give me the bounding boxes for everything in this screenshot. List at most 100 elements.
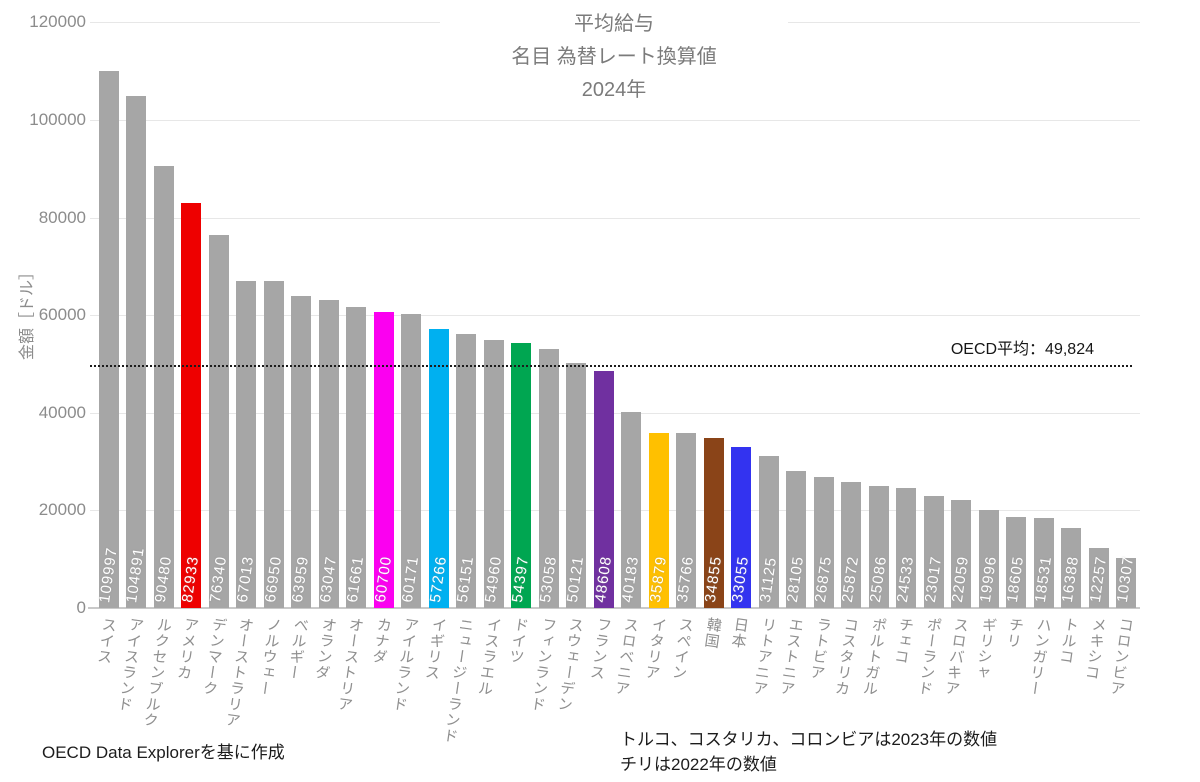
y-tick-label: 20000 xyxy=(38,500,86,520)
x-category-label: ベルギー xyxy=(284,615,311,682)
x-category-label: ポルトガル xyxy=(859,615,888,698)
bar-value-label: 54960 xyxy=(481,555,505,604)
bar-value-label: 50121 xyxy=(564,555,588,604)
bar: 54960 xyxy=(481,339,505,608)
bar: 34855 xyxy=(701,437,725,608)
bar-value-label: 61661 xyxy=(344,555,368,604)
x-category-label: スロバキア xyxy=(942,615,971,698)
x-category-label-slot: スロベニア xyxy=(612,616,641,698)
data-note-line-1: トルコ、コスタリカ、コロンビアは2023年の数値 xyxy=(620,730,998,749)
bar-value-label: 22059 xyxy=(949,555,973,604)
chart-title: 平均給与 名目 為替レート換算値 2024年 xyxy=(440,8,788,107)
x-category-label-slot: アメリカ xyxy=(174,616,201,682)
x-category-label-slot: オーストリア xyxy=(335,616,366,713)
x-category-label-slot: フランス xyxy=(587,616,614,682)
bar: 24533 xyxy=(894,488,918,608)
y-tick-label: 80000 xyxy=(38,207,86,227)
bar-value-label: 26875 xyxy=(811,555,835,604)
bar: 19996 xyxy=(977,510,1000,608)
bar: 53058 xyxy=(536,349,560,608)
x-category-label-slot: ドイツ xyxy=(507,616,531,666)
bar-value-label: 76340 xyxy=(206,555,230,604)
bar: 40183 xyxy=(619,411,642,608)
bar: 22059 xyxy=(949,500,973,608)
bar: 50121 xyxy=(564,363,588,608)
gridline xyxy=(90,412,1140,414)
x-category-label-slot: ポルトガル xyxy=(860,616,889,698)
bar: 109997 xyxy=(96,71,121,608)
x-category-label: イギリス xyxy=(421,615,448,682)
x-axis-line xyxy=(88,607,1140,609)
x-category-label: デンマーク xyxy=(199,615,228,698)
x-category-label-slot: イギリス xyxy=(422,616,449,682)
bar: 60171 xyxy=(399,314,423,608)
bar: 25872 xyxy=(839,481,863,608)
bar: 12257 xyxy=(1086,548,1110,608)
bar-value-label: 10307 xyxy=(1114,555,1138,604)
bar: 57266 xyxy=(427,328,450,608)
x-category-label: ギリシャ xyxy=(971,615,998,682)
bar-value-label: 60171 xyxy=(399,555,423,604)
chart-title-line-3: 2024年 xyxy=(581,79,647,101)
x-category-label-slot: イタリア xyxy=(642,616,669,682)
x-category-label-slot: オーストラリア xyxy=(223,616,256,729)
y-tick-label: 0 xyxy=(76,598,86,617)
bar: 104891 xyxy=(123,96,148,608)
x-category-label: イスラエル xyxy=(474,615,503,698)
source-note: OECD Data Explorerを基に作成 xyxy=(42,743,285,762)
x-category-label: オランダ xyxy=(311,615,338,682)
gridline xyxy=(90,217,1140,219)
bar-value-label: 12257 xyxy=(1086,555,1110,604)
bar-value-label: 56151 xyxy=(454,555,478,604)
bar: 48608 xyxy=(592,370,615,608)
x-category-label: スロベニア xyxy=(612,615,641,698)
x-category-label-slot: スイス xyxy=(94,616,119,666)
y-tick-label: 60000 xyxy=(38,305,86,325)
bar-value-label: 54397 xyxy=(509,555,533,604)
x-category-label: チリ xyxy=(1003,615,1026,650)
bar-value-label: 25872 xyxy=(839,555,863,604)
x-category-label-slot: ノルウェー xyxy=(255,616,284,698)
x-category-label-slot: 日本 xyxy=(729,616,751,650)
bar-value-label: 82933 xyxy=(179,555,203,604)
x-category-label-slot: オランダ xyxy=(312,616,339,682)
bar-value-label: 63047 xyxy=(316,555,340,604)
bar: 60700 xyxy=(372,311,395,608)
x-category-label: スペイン xyxy=(669,615,696,682)
bar: 67013 xyxy=(234,280,258,608)
bar: 66950 xyxy=(262,281,285,608)
y-tick-label: 120000 xyxy=(29,12,86,32)
bar: 54397 xyxy=(509,342,533,608)
bar: 63047 xyxy=(316,300,340,608)
data-note-line-2: チリは2022年の数値 xyxy=(620,755,777,774)
bar-value-label: 23017 xyxy=(921,555,945,604)
x-category-label: ポーランド xyxy=(914,615,943,698)
x-category-label: イタリア xyxy=(641,615,668,682)
oecd-average-line xyxy=(90,364,1134,367)
x-category-label-slot: コロンビア xyxy=(1107,616,1136,698)
x-category-label-slot: ベルギー xyxy=(284,616,311,682)
bar: 35879 xyxy=(647,432,670,608)
bar-value-label: 24533 xyxy=(894,555,918,604)
bar-value-label: 34855 xyxy=(701,555,725,604)
x-category-label-slot: スペイン xyxy=(669,616,696,682)
gridline xyxy=(90,510,1140,512)
bar-value-label: 53058 xyxy=(536,555,560,604)
x-category-label: トルコ xyxy=(1056,615,1081,666)
x-category-label-slot: 韓国 xyxy=(701,616,724,650)
x-category-label-slot: ニュージーランド xyxy=(441,616,476,745)
bar-value-label: 63959 xyxy=(289,555,313,604)
x-category-label-slot: アイルランド xyxy=(390,616,421,713)
bar: 25086 xyxy=(867,485,890,608)
x-category-label-slot: トルコ xyxy=(1057,616,1081,666)
bar-value-label: 109997 xyxy=(95,545,121,604)
bar: 18531 xyxy=(1032,517,1055,608)
x-category-label: ドイツ xyxy=(506,615,531,666)
bar-value-label: 18605 xyxy=(1004,555,1028,604)
x-category-label: ハンガリー xyxy=(1024,615,1053,698)
gridline xyxy=(90,315,1140,317)
bar-value-label: 67013 xyxy=(234,555,258,604)
bar: 28105 xyxy=(784,470,807,608)
bar: 82933 xyxy=(179,203,203,608)
